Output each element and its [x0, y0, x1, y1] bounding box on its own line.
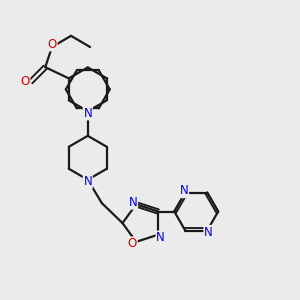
Text: N: N: [180, 184, 188, 197]
Text: N: N: [204, 226, 213, 238]
Text: O: O: [48, 38, 57, 51]
Text: N: N: [83, 107, 92, 120]
Text: N: N: [129, 196, 137, 209]
Text: N: N: [156, 231, 165, 244]
Text: O: O: [20, 75, 30, 88]
Text: O: O: [128, 237, 137, 250]
Text: N: N: [83, 175, 92, 188]
